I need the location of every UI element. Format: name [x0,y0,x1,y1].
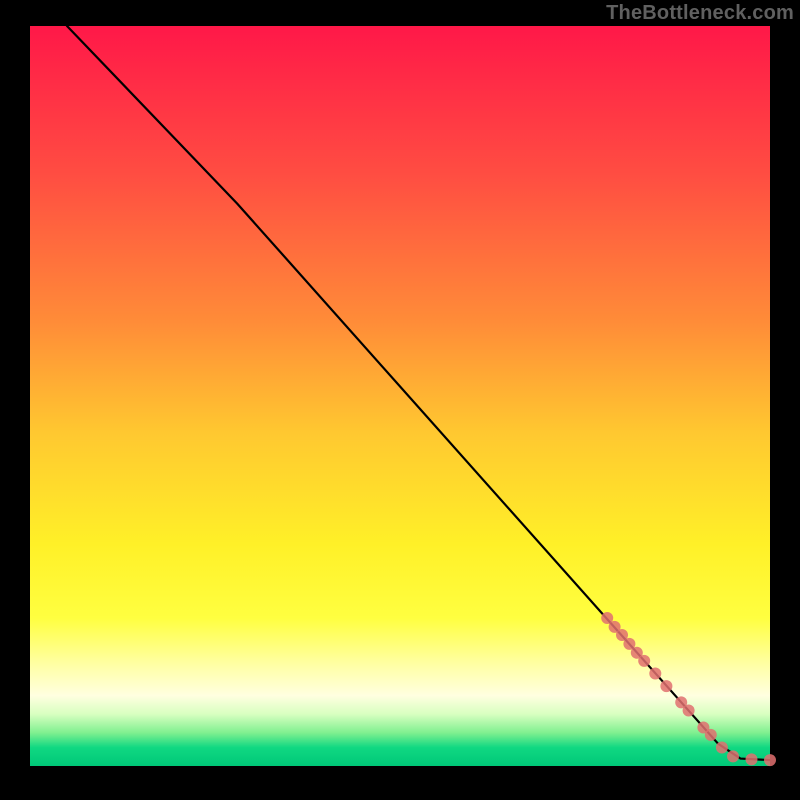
plot-background [30,26,770,766]
marker-point [764,754,776,766]
chart-stage: TheBottleneck.com [0,0,800,800]
chart-svg [0,0,800,800]
marker-point [705,729,717,741]
marker-point [746,753,758,765]
marker-point [660,680,672,692]
marker-point [649,668,661,680]
marker-point [716,742,728,754]
watermark-text: TheBottleneck.com [606,2,794,25]
marker-point [638,655,650,667]
marker-point [727,750,739,762]
marker-point [683,705,695,717]
